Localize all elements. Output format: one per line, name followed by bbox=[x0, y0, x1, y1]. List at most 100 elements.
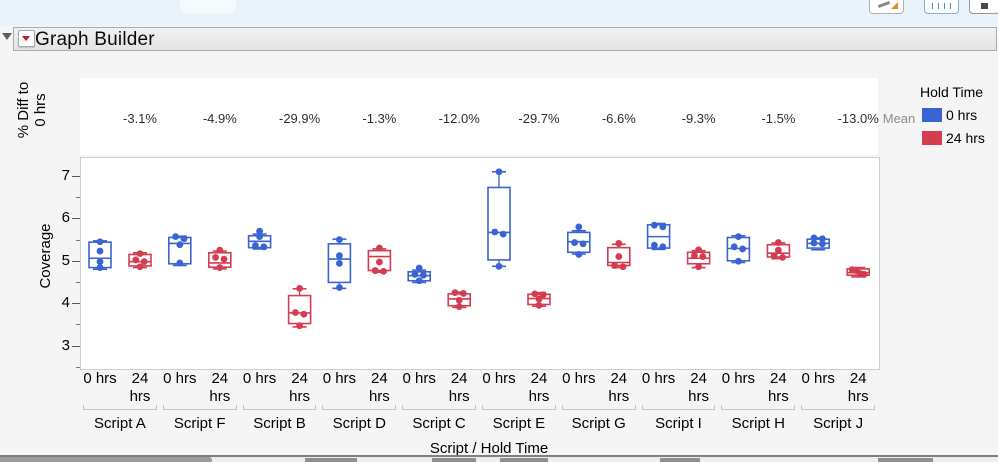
data-point[interactable] bbox=[495, 168, 503, 176]
box-plot-script-j-24hrs[interactable] bbox=[846, 266, 871, 278]
data-point[interactable] bbox=[376, 258, 383, 266]
script-label[interactable]: Script B bbox=[253, 415, 306, 432]
script-label[interactable]: Script F bbox=[173, 415, 226, 432]
x-tick-label[interactable]: 24 hrs bbox=[209, 370, 231, 405]
box-plot-script-i-0hrs[interactable] bbox=[646, 221, 671, 251]
y-tick-label[interactable]: 4 bbox=[61, 294, 70, 312]
box-plot-script-e-24hrs[interactable] bbox=[527, 290, 551, 309]
y-tick-label[interactable]: 5 bbox=[61, 251, 70, 269]
data-point[interactable] bbox=[180, 235, 188, 243]
x-tick-label[interactable]: 24 hrs bbox=[528, 370, 550, 405]
data-point[interactable] bbox=[176, 259, 184, 267]
data-point[interactable] bbox=[579, 240, 587, 248]
box-plot-script-a-0hrs[interactable] bbox=[88, 238, 112, 271]
data-point[interactable] bbox=[460, 290, 467, 297]
data-point[interactable] bbox=[571, 239, 578, 246]
data-point[interactable] bbox=[611, 262, 618, 269]
data-point[interactable] bbox=[176, 241, 184, 249]
x-tick-label[interactable]: 0 hrs bbox=[242, 370, 277, 387]
data-point[interactable] bbox=[651, 221, 658, 229]
x-tick-label[interactable]: 24 hrs bbox=[129, 370, 151, 405]
screenshot-tool-icon[interactable] bbox=[869, 0, 904, 14]
data-point[interactable] bbox=[499, 230, 507, 238]
data-point[interactable] bbox=[531, 290, 539, 298]
data-point[interactable] bbox=[775, 246, 782, 254]
data-point[interactable] bbox=[691, 252, 698, 260]
collapse-triangle-icon[interactable] bbox=[2, 33, 12, 40]
data-point[interactable] bbox=[300, 310, 308, 318]
box-plot-script-i-24hrs[interactable] bbox=[686, 246, 711, 271]
legend-swatch-0hrs[interactable] bbox=[922, 108, 942, 122]
data-point[interactable] bbox=[455, 303, 463, 310]
box-plot-script-h-0hrs[interactable] bbox=[726, 233, 751, 265]
box-plot-script-c-24hrs[interactable] bbox=[447, 289, 472, 310]
box-plot-script-b-24hrs[interactable] bbox=[287, 284, 312, 330]
data-point[interactable] bbox=[96, 238, 104, 246]
x-tick-label[interactable]: 0 hrs bbox=[163, 370, 197, 387]
data-point[interactable] bbox=[659, 223, 667, 231]
data-point[interactable] bbox=[535, 295, 543, 303]
box-plot-script-e-0hrs[interactable] bbox=[487, 168, 511, 270]
data-point[interactable] bbox=[535, 301, 543, 309]
y-tick-label[interactable]: 6 bbox=[61, 209, 70, 227]
data-point[interactable] bbox=[296, 284, 303, 292]
data-point[interactable] bbox=[336, 252, 343, 260]
window-icon[interactable] bbox=[969, 0, 998, 14]
box-plot-canvas[interactable] bbox=[80, 157, 878, 368]
box-plot-script-f-0hrs[interactable] bbox=[168, 233, 192, 267]
legend-swatch-24hrs[interactable] bbox=[922, 131, 942, 145]
x-tick-label[interactable]: 24 hrs bbox=[289, 370, 311, 405]
data-point[interactable] bbox=[575, 251, 583, 258]
x-tick-label[interactable]: 24 hrs bbox=[767, 370, 789, 405]
script-label[interactable]: Script C bbox=[412, 415, 466, 432]
data-point[interactable] bbox=[739, 245, 746, 253]
data-point[interactable] bbox=[96, 258, 104, 266]
data-point[interactable] bbox=[260, 243, 268, 251]
data-point[interactable] bbox=[296, 322, 303, 330]
data-point[interactable] bbox=[420, 271, 427, 279]
data-point[interactable] bbox=[615, 240, 623, 247]
script-label[interactable]: Script A bbox=[94, 415, 146, 432]
data-point[interactable] bbox=[735, 257, 742, 265]
box-plot-script-h-24hrs[interactable] bbox=[766, 239, 791, 261]
x-tick-label[interactable]: 24 hrs bbox=[608, 370, 630, 405]
data-point[interactable] bbox=[819, 240, 826, 248]
data-point[interactable] bbox=[810, 234, 818, 242]
data-point[interactable] bbox=[136, 250, 144, 257]
data-point[interactable] bbox=[539, 291, 547, 299]
data-point[interactable] bbox=[292, 309, 299, 316]
data-point[interactable] bbox=[735, 233, 742, 241]
box-plot-script-a-24hrs[interactable] bbox=[128, 250, 152, 271]
box-plot-script-d-24hrs[interactable] bbox=[367, 244, 392, 275]
script-label[interactable]: Script I bbox=[655, 415, 702, 432]
data-point[interactable] bbox=[380, 268, 387, 275]
x-tick-label[interactable]: 0 hrs bbox=[83, 370, 117, 387]
data-point[interactable] bbox=[376, 244, 383, 252]
x-tick-label[interactable]: 0 hrs bbox=[641, 370, 676, 387]
x-tick-label[interactable]: 0 hrs bbox=[721, 370, 756, 387]
x-tick-label[interactable]: 0 hrs bbox=[322, 370, 357, 387]
box-plot-script-c-0hrs[interactable] bbox=[407, 264, 432, 285]
data-point[interactable] bbox=[770, 252, 778, 260]
script-label[interactable]: Script G bbox=[571, 415, 626, 432]
data-point[interactable] bbox=[216, 246, 224, 254]
toolbar-ghost-button[interactable] bbox=[180, 0, 236, 13]
x-tick-label[interactable]: 0 hrs bbox=[801, 370, 835, 387]
box-plot-script-g-0hrs[interactable] bbox=[566, 223, 591, 258]
box-plot-script-j-0hrs[interactable] bbox=[806, 234, 831, 251]
data-point[interactable] bbox=[651, 241, 658, 249]
box-plot-script-g-24hrs[interactable] bbox=[606, 240, 631, 271]
data-point[interactable] bbox=[252, 242, 259, 249]
data-point[interactable] bbox=[619, 263, 627, 271]
data-point[interactable] bbox=[415, 277, 423, 285]
data-point[interactable] bbox=[695, 246, 702, 254]
data-point[interactable] bbox=[371, 267, 379, 274]
y-tick-label[interactable]: 7 bbox=[61, 167, 70, 184]
data-point[interactable] bbox=[415, 264, 423, 272]
data-point[interactable] bbox=[699, 253, 707, 260]
x-tick-label[interactable]: 24 hrs bbox=[688, 370, 710, 405]
data-point[interactable] bbox=[256, 227, 263, 235]
data-point[interactable] bbox=[336, 284, 343, 291]
data-point[interactable] bbox=[220, 255, 228, 263]
data-point[interactable] bbox=[172, 233, 179, 241]
